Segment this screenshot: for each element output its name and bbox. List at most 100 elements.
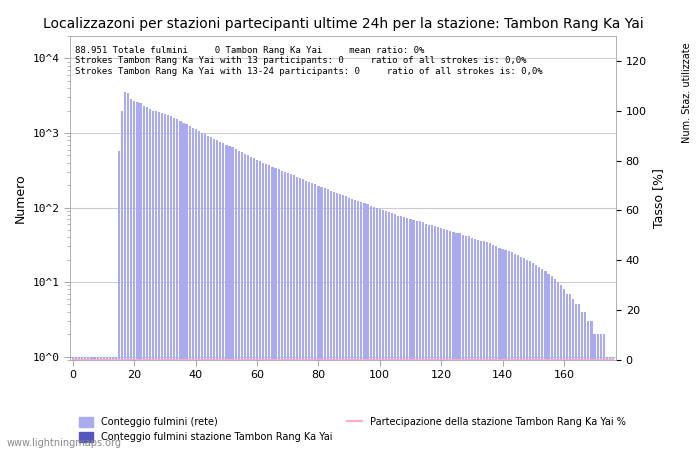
Bar — [223, 143, 225, 450]
Bar — [84, 356, 86, 450]
Bar — [232, 148, 234, 450]
Bar — [526, 260, 528, 450]
Bar — [443, 229, 445, 450]
Bar — [458, 234, 461, 450]
Bar — [360, 202, 363, 450]
Bar — [419, 221, 421, 450]
Bar — [446, 230, 449, 450]
Bar — [299, 178, 301, 450]
Bar — [612, 356, 614, 450]
Bar — [581, 312, 583, 450]
Bar — [183, 122, 185, 450]
Bar — [192, 128, 194, 450]
Bar — [354, 200, 356, 450]
Bar — [170, 116, 172, 450]
Bar — [302, 179, 304, 450]
Bar — [508, 251, 510, 450]
Bar — [207, 136, 209, 450]
Bar — [372, 207, 375, 450]
Bar — [465, 236, 467, 450]
Text: www.lightningmaps.org: www.lightningmaps.org — [7, 438, 122, 448]
Bar — [342, 195, 344, 450]
Bar — [204, 134, 206, 450]
Bar — [127, 93, 130, 450]
Bar — [385, 211, 387, 450]
Bar — [379, 209, 381, 450]
Bar — [296, 176, 298, 450]
Bar — [336, 193, 338, 450]
Bar — [312, 183, 314, 450]
Bar — [547, 274, 550, 450]
Bar — [201, 133, 203, 450]
Bar — [370, 206, 372, 450]
Bar — [161, 113, 163, 450]
Bar — [265, 164, 267, 450]
Bar — [143, 106, 145, 450]
Bar — [348, 198, 350, 450]
Bar — [281, 171, 283, 450]
Bar — [575, 305, 577, 450]
Bar — [305, 180, 307, 450]
Bar — [388, 212, 390, 450]
Bar — [400, 216, 402, 450]
Bar — [253, 158, 255, 450]
Bar — [440, 228, 442, 450]
Bar — [308, 182, 310, 450]
Bar — [461, 235, 463, 450]
Bar — [406, 218, 409, 450]
Bar — [173, 118, 176, 450]
Bar — [434, 226, 436, 450]
Bar — [284, 172, 286, 450]
Bar — [489, 243, 491, 450]
Bar — [332, 192, 335, 450]
Bar — [148, 109, 150, 450]
Bar — [501, 249, 503, 450]
Bar — [357, 201, 359, 450]
Bar — [578, 305, 580, 450]
Bar — [115, 356, 117, 450]
Bar — [536, 265, 538, 450]
Bar — [471, 238, 473, 450]
Bar — [272, 166, 274, 450]
Bar — [106, 356, 108, 450]
Bar — [247, 155, 249, 450]
Bar — [97, 356, 99, 450]
Bar — [139, 104, 141, 450]
Bar — [176, 119, 178, 450]
Bar — [397, 216, 399, 450]
Bar — [330, 190, 332, 450]
Bar — [210, 137, 212, 450]
Bar — [510, 252, 513, 450]
Bar — [391, 213, 393, 450]
Text: 88.951 Totale fulmini     0 Tambon Rang Ka Yai     mean ratio: 0%
Strokes Tambon: 88.951 Totale fulmini 0 Tambon Rang Ka Y… — [76, 46, 543, 76]
Bar — [136, 102, 139, 450]
Bar — [287, 173, 289, 450]
Bar — [277, 169, 280, 450]
Bar — [244, 154, 246, 450]
Bar — [560, 285, 562, 450]
Bar — [532, 263, 534, 450]
Bar — [410, 219, 412, 450]
Y-axis label: Tasso [%]: Tasso [%] — [652, 168, 666, 228]
Bar — [496, 247, 498, 450]
Bar — [416, 221, 418, 450]
Bar — [437, 227, 439, 450]
Bar — [421, 222, 424, 450]
Bar — [376, 208, 378, 450]
Bar — [81, 356, 83, 450]
Bar — [449, 230, 452, 450]
Bar — [225, 144, 228, 450]
Bar — [250, 157, 252, 450]
Bar — [569, 293, 571, 450]
Bar — [594, 334, 596, 450]
Bar — [600, 334, 602, 450]
Bar — [428, 225, 430, 450]
Bar — [431, 225, 433, 450]
Bar — [596, 334, 598, 450]
Bar — [563, 289, 565, 450]
Bar — [152, 111, 154, 450]
Bar — [550, 276, 553, 450]
Y-axis label: Numero: Numero — [14, 173, 27, 223]
Bar — [290, 174, 292, 450]
Title: Localizzazoni per stazioni partecipanti ultime 24h per la stazione: Tambon Rang : Localizzazoni per stazioni partecipanti … — [43, 17, 643, 31]
